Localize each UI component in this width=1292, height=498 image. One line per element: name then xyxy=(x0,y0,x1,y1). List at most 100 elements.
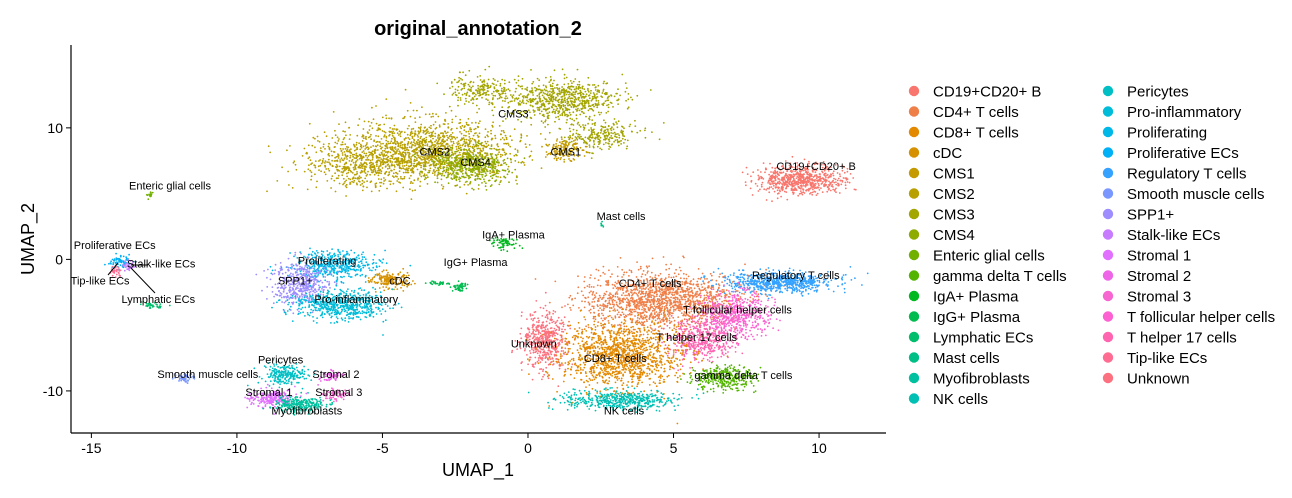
legend-label: CMS1 xyxy=(933,166,975,183)
cluster-label-mast-cells: Mast cells xyxy=(597,211,646,223)
points-cd19-cd20-b xyxy=(741,155,857,203)
legend-swatch xyxy=(908,372,920,384)
legend-item-t-helper-17-cells: T helper 17 cells xyxy=(1102,330,1237,347)
legend-label: Regulatory T cells xyxy=(1127,166,1247,183)
points-cms1 xyxy=(541,137,589,163)
x-axis-title: UMAP_1 xyxy=(442,460,514,481)
legend-label: Pericytes xyxy=(1127,84,1189,101)
x-tick-label: -15 xyxy=(81,440,101,456)
legend-swatch xyxy=(908,229,920,240)
cluster-labels-layer: CMS3 CMS2 CMS4 CMS1 CD19+CD20+ B Enteric glia… xyxy=(71,108,856,417)
legend-label: Smooth muscle cells xyxy=(1127,186,1265,203)
cluster-label-iga-plasma: IgA+ Plasma xyxy=(482,229,546,241)
legend-label: Stromal 1 xyxy=(1127,248,1191,265)
legend-label: CMS4 xyxy=(933,227,975,244)
points-stromal-3 xyxy=(320,387,351,403)
legend-swatch xyxy=(1102,249,1114,261)
callout-lines xyxy=(107,262,156,294)
cluster-label-stromal-3: Stromal 3 xyxy=(315,387,362,399)
legend-swatch xyxy=(908,106,920,117)
cluster-label-regulatory-t-cells: Regulatory T cells xyxy=(752,270,840,282)
x-tick-label: 5 xyxy=(670,440,678,456)
legend-label: Stromal 2 xyxy=(1127,268,1191,285)
legend-item-lymphatic-ecs: Lymphatic ECs xyxy=(908,330,1033,347)
cluster-label-proliferating: Proliferating xyxy=(298,256,357,268)
legend-swatch xyxy=(908,188,920,199)
cluster-label-smooth-muscle-cells: Smooth muscle cells xyxy=(157,369,258,381)
points-mast-cells xyxy=(600,220,605,228)
cluster-label-pericytes: Pericytes xyxy=(258,354,304,366)
legend-label: Stromal 3 xyxy=(1127,289,1191,306)
points-pro-inflammatory xyxy=(271,284,403,336)
legend-swatch xyxy=(1102,311,1114,322)
cluster-label-enteric-glial-cells: Enteric glial cells xyxy=(129,181,211,193)
legend-item-cms2: CMS2 xyxy=(908,186,975,203)
legend-swatch xyxy=(908,249,920,261)
points-spp1 xyxy=(255,251,348,315)
legend-item-cms4: CMS4 xyxy=(908,227,975,244)
points-stalk-like-ecs xyxy=(122,259,136,272)
legend-label: Pro-inflammatory xyxy=(1127,104,1242,121)
cluster-label-proliferative-ecs: Proliferative ECs xyxy=(74,240,156,252)
legend-swatch xyxy=(1102,167,1114,179)
legend-label: Unknown xyxy=(1127,371,1190,388)
legend-swatch xyxy=(1102,270,1114,281)
legend-item-stalk-like-ecs: Stalk-like ECs xyxy=(1102,227,1220,244)
points-lymphatic-ecs xyxy=(139,301,171,309)
chart-title: original_annotation_2 xyxy=(374,18,582,40)
legend-item-gamma-delta-t-cells: gamma delta T cells xyxy=(908,268,1067,285)
legend-label: cDC xyxy=(933,145,962,162)
legend-swatch xyxy=(1102,372,1114,384)
legend-label: CD4+ T cells xyxy=(933,104,1019,121)
legend-label: CMS2 xyxy=(933,186,975,203)
legend-item-cd8-t-cells: CD8+ T cells xyxy=(908,125,1019,142)
legend-item-cd4-t-cells: CD4+ T cells xyxy=(908,104,1019,121)
cluster-label-t-helper-17-cells: T helper 17 cells xyxy=(657,332,738,344)
legend-swatch xyxy=(908,147,920,158)
legend-label: Lymphatic ECs xyxy=(933,330,1033,347)
legend-item-enteric-glial-cells: Enteric glial cells xyxy=(908,248,1045,265)
callout-lymphatic-ecs xyxy=(130,267,156,294)
legend-swatch xyxy=(908,331,920,343)
legend-swatch xyxy=(1102,290,1114,302)
legend-swatch xyxy=(908,270,920,281)
cluster-label-cd4-t-cells: CD4+ T cells xyxy=(619,278,682,290)
legend-item-stromal-2: Stromal 2 xyxy=(1102,268,1191,285)
legend-label: Mast cells xyxy=(933,350,1000,367)
legend-swatch xyxy=(908,126,920,138)
legend-swatch xyxy=(908,290,920,302)
cluster-label-cms4: CMS4 xyxy=(460,157,491,169)
legend-swatch xyxy=(1102,229,1114,240)
cluster-label-tip-like-ecs: Tip-like ECs xyxy=(71,275,130,287)
legend-label: NK cells xyxy=(933,391,988,408)
legend-item-pericytes: Pericytes xyxy=(1102,84,1189,101)
legend-swatch xyxy=(1102,331,1114,343)
legend-label: Stalk-like ECs xyxy=(1127,227,1220,244)
legend-item-cd19-cd20-b: CD19+CD20+ B xyxy=(908,84,1041,101)
points-nk-cells xyxy=(527,386,705,413)
legend-item-proliferating: Proliferating xyxy=(1102,125,1207,142)
legend-item-cms1: CMS1 xyxy=(908,166,975,183)
y-tick-label: 10 xyxy=(47,120,63,136)
cluster-label-lymphatic-ecs: Lymphatic ECs xyxy=(122,294,196,306)
cluster-label-stromal-2: Stromal 2 xyxy=(312,369,359,381)
x-tick-label: 0 xyxy=(524,440,532,456)
legend-swatch xyxy=(908,208,920,220)
axes-layer xyxy=(70,45,886,434)
legend-swatch xyxy=(908,311,920,322)
cluster-label-gamma-delta-t-cells: gamma delta T cells xyxy=(694,370,793,382)
cluster-label-cd8-t-cells: CD8+ T cells xyxy=(584,353,647,365)
cluster-label-t-follicular-helper-cells: T follicular helper cells xyxy=(683,304,792,316)
cluster-label-spp1: SPP1+ xyxy=(278,275,313,287)
legend-item-t-follicular-helper-cells: T follicular helper cells xyxy=(1102,309,1275,326)
legend-item-proliferative-ecs: Proliferative ECs xyxy=(1102,145,1239,162)
legend-item-cms3: CMS3 xyxy=(908,207,975,224)
points-t-follicular-helper-cells xyxy=(689,281,781,346)
legend-label: T follicular helper cells xyxy=(1127,309,1275,326)
legend-item-myofibroblasts: Myofibroblasts xyxy=(908,371,1030,388)
legend-item-iga-plasma: IgA+ Plasma xyxy=(908,289,1019,306)
legend-item-nk-cells: NK cells xyxy=(908,391,988,408)
legend-item-igg-plasma: IgG+ Plasma xyxy=(908,309,1021,326)
legend-swatch xyxy=(1102,126,1114,138)
